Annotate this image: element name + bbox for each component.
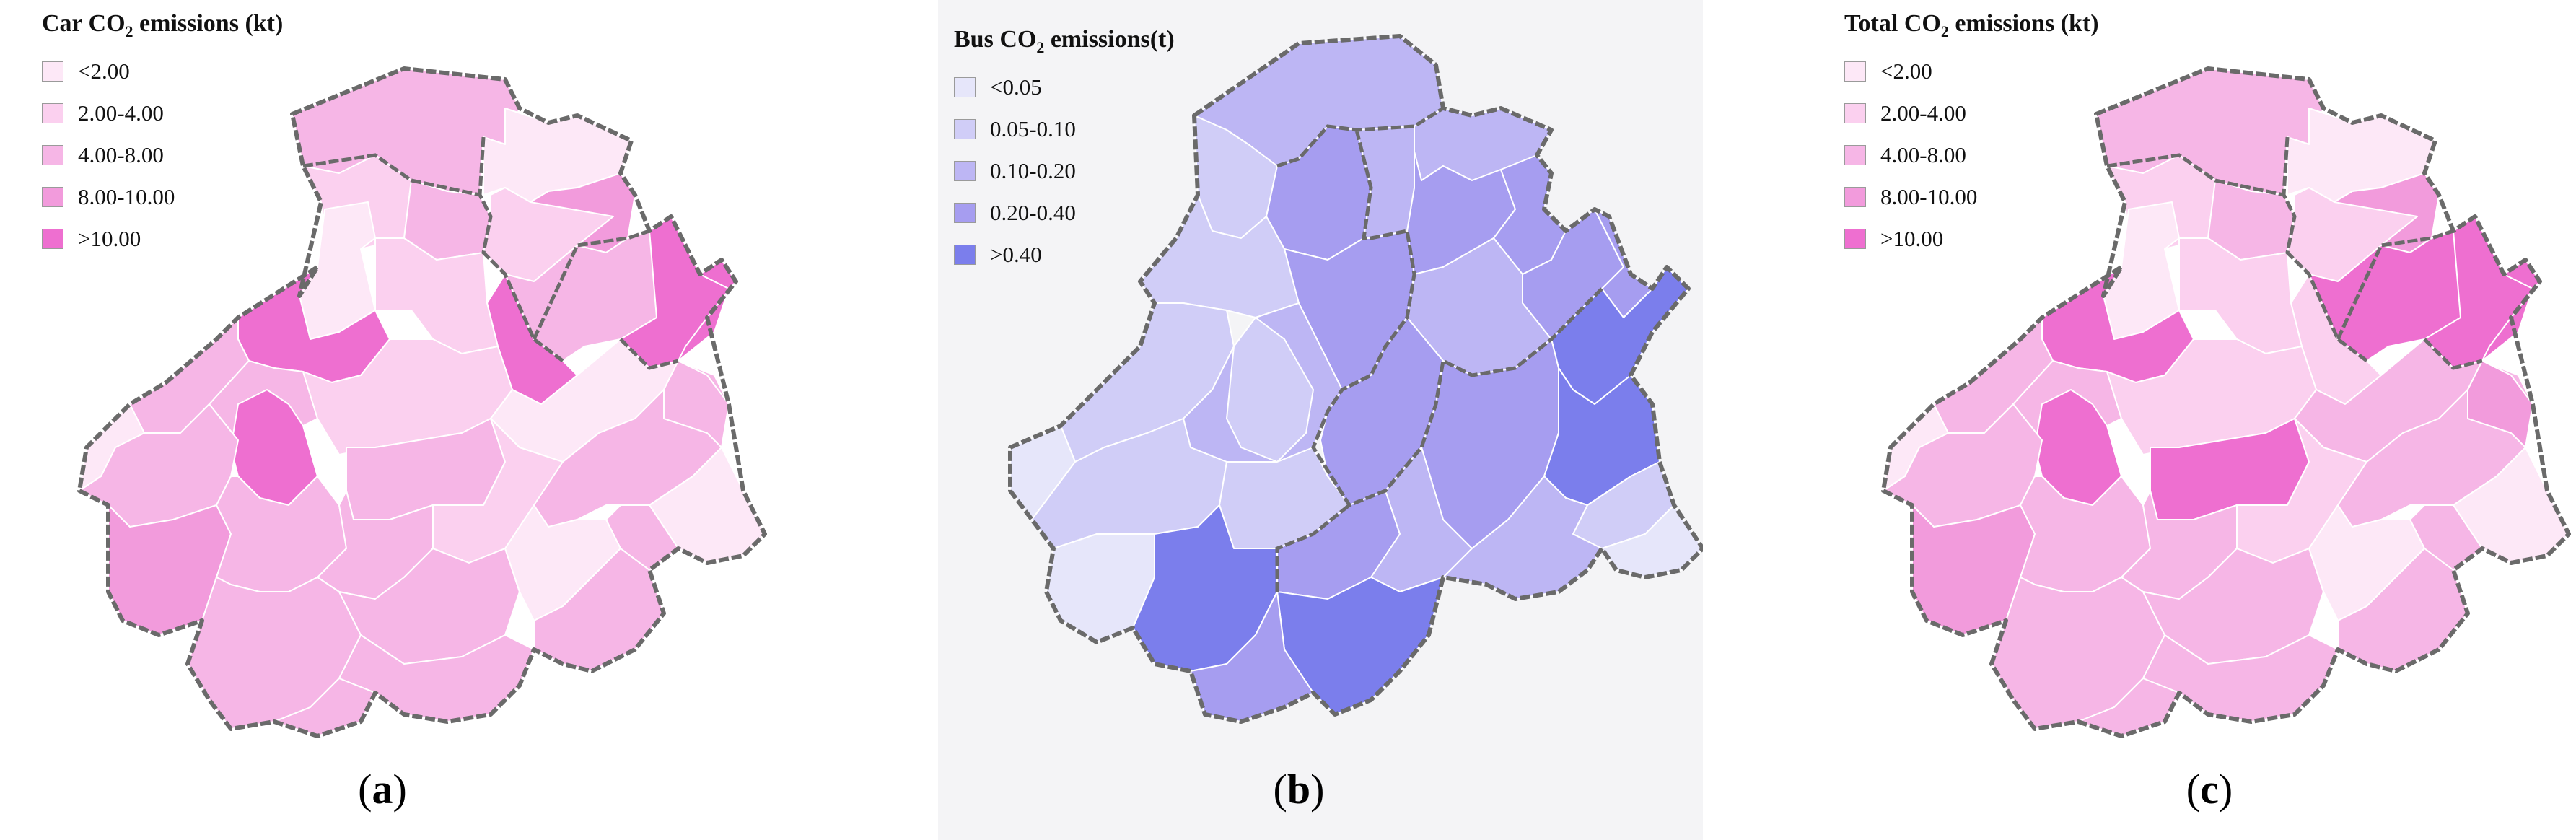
legend-label: 8.00-10.00	[78, 183, 175, 209]
panel-c: Total CO2 emissions (kt) <2.00 2.00-4.00…	[1840, 0, 2576, 840]
panel-label-a: (a)	[358, 766, 407, 813]
panel-label-c: (c)	[2186, 766, 2233, 813]
legend-title: Car CO2 emissions (kt)	[42, 10, 284, 40]
legend-item: 4.00-8.00	[1844, 141, 2099, 167]
district	[530, 172, 636, 253]
legend-swatch	[954, 244, 976, 265]
legend-item: 2.00-4.00	[42, 100, 283, 126]
legend-label: >10.00	[1880, 225, 1944, 251]
legend-swatch	[42, 102, 63, 123]
legend-label: <2.00	[1880, 58, 1932, 84]
map-total-emissions	[1881, 66, 2571, 738]
map-outline	[77, 66, 767, 738]
internal-boundary	[2106, 136, 2483, 370]
legend-item: 0.20-0.40	[954, 199, 1175, 225]
legend-swatch	[1844, 186, 1866, 207]
legend-label: 0.20-0.40	[990, 199, 1076, 225]
panel-a: Car CO2 emissions (kt) <2.00 2.00-4.00 4…	[0, 0, 859, 840]
legend-swatch	[954, 202, 976, 223]
legend-swatch	[1844, 61, 1866, 82]
map-car-emissions	[77, 66, 767, 738]
legend-label: 4.00-8.00	[78, 141, 164, 167]
legend-item: 2.00-4.00	[1844, 100, 2099, 126]
legend-item: 0.05-0.10	[954, 115, 1175, 141]
internal-boundary	[1275, 106, 1603, 592]
internal-boundary	[302, 136, 679, 370]
panel-label-b: (b)	[1273, 766, 1325, 813]
district	[1226, 317, 1314, 463]
legend-label: 2.00-4.00	[1880, 100, 1966, 126]
district	[2334, 172, 2440, 253]
legend-swatch	[42, 61, 63, 82]
legend-label: <2.00	[78, 58, 130, 84]
legend-label: 2.00-4.00	[78, 100, 164, 126]
panel-b: Bus CO2 emissions(t) <0.05 0.05-0.10 0.1…	[938, 0, 1703, 840]
legend-title: Total CO2 emissions (kt)	[1844, 10, 2099, 40]
legend-label: 0.10-0.20	[990, 157, 1076, 183]
legend-swatch	[954, 118, 976, 139]
legend-a: Car CO2 emissions (kt) <2.00 2.00-4.00 4…	[42, 10, 284, 251]
legend-item: <0.05	[954, 74, 1175, 100]
legend-label: >10.00	[78, 225, 141, 251]
map-outline	[1881, 66, 2571, 738]
legend-item: <2.00	[42, 58, 283, 84]
legend-label: <0.05	[990, 74, 1042, 100]
map-bus-emissions	[938, 0, 1703, 840]
legend-item: >10.00	[1844, 225, 2099, 251]
legend-item: >10.00	[42, 225, 283, 251]
map-outline	[1008, 34, 1703, 724]
legend-label: >0.40	[990, 241, 1042, 267]
legend-swatch	[42, 186, 63, 207]
legend-swatch	[954, 160, 976, 181]
legend-item: 4.00-8.00	[42, 141, 283, 167]
legend-label: 8.00-10.00	[1880, 183, 1978, 209]
legend-swatch	[42, 144, 63, 165]
legend-item: >0.40	[954, 241, 1175, 267]
legend-label: 4.00-8.00	[1880, 141, 1966, 167]
legend-item: <2.00	[1844, 58, 2099, 84]
legend-title: Bus CO2 emissions(t)	[954, 26, 1175, 56]
legend-swatch	[1844, 102, 1866, 123]
legend-c: Total CO2 emissions (kt) <2.00 2.00-4.00…	[1844, 10, 2099, 251]
legend-swatch	[42, 228, 63, 249]
legend-item: 0.10-0.20	[954, 157, 1175, 183]
legend-swatch	[1844, 144, 1866, 165]
district	[2467, 360, 2533, 448]
legend-swatch	[1844, 228, 1866, 249]
legend-b: Bus CO2 emissions(t) <0.05 0.05-0.10 0.1…	[954, 26, 1175, 267]
legend-swatch	[954, 76, 976, 97]
legend-label: 0.05-0.10	[990, 115, 1076, 141]
district	[663, 360, 730, 448]
legend-item: 8.00-10.00	[1844, 183, 2099, 209]
legend-item: 8.00-10.00	[42, 183, 283, 209]
